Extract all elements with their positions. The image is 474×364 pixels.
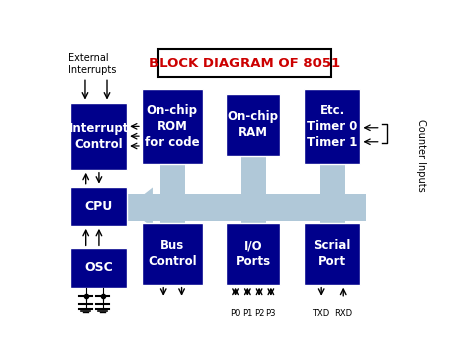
FancyBboxPatch shape <box>158 49 331 77</box>
Text: Scrial
Port: Scrial Port <box>313 240 351 268</box>
Text: P3: P3 <box>265 309 276 317</box>
Text: I/O
Ports: I/O Ports <box>236 240 271 268</box>
Text: P1: P1 <box>242 309 253 317</box>
Text: Interrupt
Control: Interrupt Control <box>69 122 129 151</box>
FancyBboxPatch shape <box>142 88 202 164</box>
Text: External
Interrupts: External Interrupts <box>68 54 117 75</box>
Text: P0: P0 <box>230 309 241 317</box>
FancyBboxPatch shape <box>160 164 185 223</box>
FancyBboxPatch shape <box>303 223 360 285</box>
Polygon shape <box>234 223 273 240</box>
Polygon shape <box>127 187 153 228</box>
Text: P2: P2 <box>254 309 264 317</box>
FancyBboxPatch shape <box>319 164 345 223</box>
Polygon shape <box>234 139 273 156</box>
Text: On-chip
RAM: On-chip RAM <box>228 110 279 139</box>
Text: Bus
Control: Bus Control <box>148 240 197 268</box>
Text: CPU: CPU <box>85 200 113 213</box>
Text: Etc.
Timer 0
Timer 1: Etc. Timer 0 Timer 1 <box>307 104 357 149</box>
FancyBboxPatch shape <box>70 103 127 170</box>
FancyBboxPatch shape <box>227 94 280 156</box>
Text: RXD: RXD <box>334 309 352 317</box>
Text: On-chip
ROM
for code: On-chip ROM for code <box>145 104 200 149</box>
Text: Counter Inputs: Counter Inputs <box>416 119 426 192</box>
Text: BLOCK DIAGRAM OF 8051: BLOCK DIAGRAM OF 8051 <box>149 57 340 70</box>
FancyBboxPatch shape <box>127 194 366 221</box>
Text: TXD: TXD <box>312 309 330 317</box>
FancyBboxPatch shape <box>227 223 280 285</box>
Polygon shape <box>313 147 352 164</box>
Polygon shape <box>153 223 192 240</box>
FancyBboxPatch shape <box>303 88 360 164</box>
FancyBboxPatch shape <box>142 223 202 285</box>
Polygon shape <box>313 223 352 240</box>
FancyBboxPatch shape <box>241 156 266 223</box>
Polygon shape <box>153 147 192 164</box>
Text: OSC: OSC <box>84 261 113 274</box>
FancyBboxPatch shape <box>70 187 127 226</box>
FancyBboxPatch shape <box>70 248 127 288</box>
